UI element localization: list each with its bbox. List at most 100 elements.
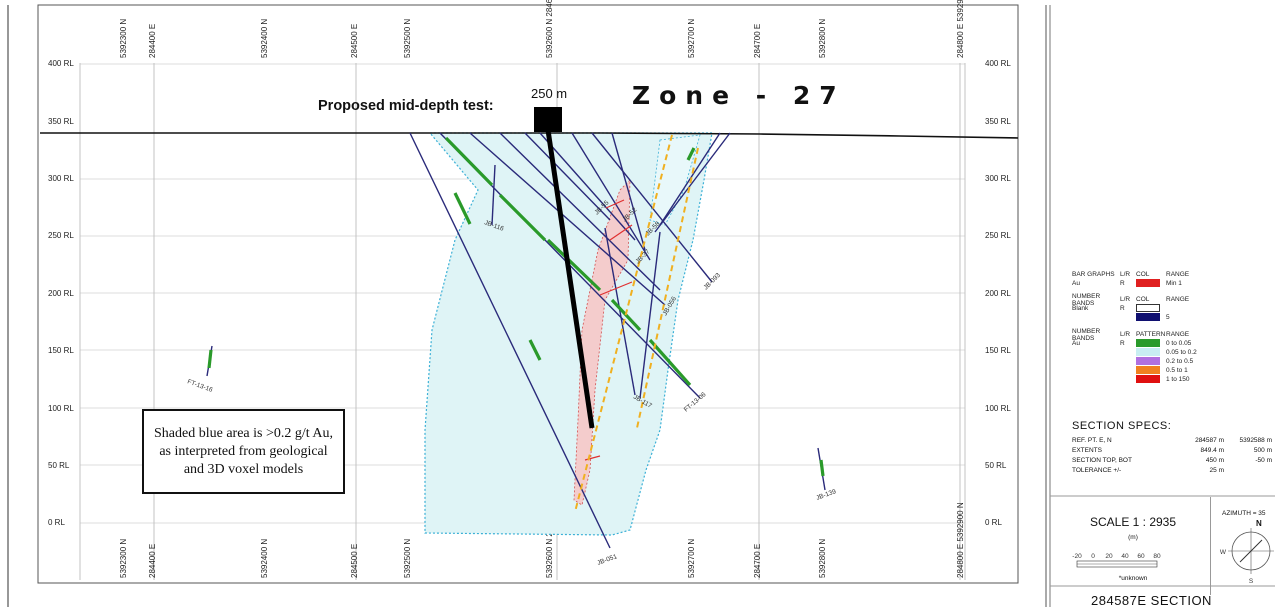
specs-title: SECTION SPECS: — [1072, 420, 1172, 432]
legend-au-band: 0.5 to 1 — [1072, 365, 1275, 375]
legend-h3: PATTERN — [1136, 331, 1166, 338]
grid-label-top: 5392600 N 284600 E — [545, 0, 554, 58]
spec-key: REF. PT. E, N — [1072, 436, 1112, 444]
legend-au-header: NUMBER BANDS L/R PATTERN RANGE — [1072, 327, 1275, 342]
grid-label-bottom: 5392300 N — [119, 539, 128, 578]
legend-band-range: 0.05 to 0.2 — [1166, 349, 1197, 356]
hole-label: FT-13-06 — [683, 391, 708, 414]
section-specs: SECTION SPECS: REF. PT. E, N 284587 m 5392… — [1072, 420, 1275, 475]
grid-labels-bottom: 5392300 N 284400 E 5392400 N 284500 E 539250… — [119, 502, 965, 578]
legend-h1: NUMBER BANDS — [1072, 292, 1101, 307]
proposed-drill-trace — [545, 129, 595, 429]
legend-item: Blank — [1072, 305, 1089, 312]
callout-text: Shaded blue area is >0.2 g/t Au, as inte… — [154, 425, 333, 477]
spec-value: 500 m — [1253, 446, 1272, 454]
scale-bar: -20 0 20 40 60 80 — [1072, 553, 1161, 568]
section-name: 284587E SECTION — [1091, 593, 1212, 608]
legend-lr: R — [1120, 340, 1125, 347]
azimuth-label: AZIMUTH = 35 — [1222, 510, 1266, 517]
legend-h4: RANGE — [1166, 331, 1190, 338]
intercept-ticks — [584, 199, 633, 461]
spec-row: TOLERANCE +/- 25 m — [1072, 465, 1275, 475]
rl-label-left: 0 RL — [48, 518, 65, 527]
legend-bar-header: BAR GRAPHS L/R COL RANGE — [1072, 270, 1275, 279]
grid-label-top: 284400 E — [148, 24, 157, 58]
grid-label-top: 5392500 N — [403, 19, 412, 58]
scale-unit: (m) — [1128, 534, 1138, 541]
legend-h4: RANGE — [1166, 271, 1190, 278]
legend-au-bands: Au R 0 to 0.05 0.05 to 0.2 0.2 to 0.5 0.5 to … — [1072, 338, 1275, 384]
scale-tick-label: -20 — [1072, 553, 1082, 560]
grid-label-top: 5392800 N — [818, 19, 827, 58]
topography-line — [40, 132, 1019, 139]
spec-row: EXTENTS 849.4 m 500 m — [1072, 445, 1275, 455]
legend-band-swatch — [1136, 356, 1160, 365]
legend-h2: L/R — [1120, 296, 1131, 303]
legend-h2: L/R — [1120, 271, 1131, 278]
grid-label-bottom: 284500 E — [350, 544, 359, 578]
rl-label-right: 300 RL — [985, 174, 1011, 183]
rl-label-right: 250 RL — [985, 231, 1011, 240]
rl-label-right: 350 RL — [985, 117, 1011, 126]
scale-tick-label: 40 — [1121, 553, 1129, 560]
north-label: N — [1256, 519, 1262, 528]
legend-band-swatch — [1136, 347, 1160, 356]
grid-label-bottom: 284800 E 5392900 N — [956, 502, 965, 578]
grid-label-top: 5392700 N — [687, 19, 696, 58]
scale-panel: SCALE 1 : 2935 (m) *unknown — [1058, 497, 1211, 595]
scale-note: *unknown — [1118, 575, 1148, 582]
rl-label-left: 50 RL — [48, 461, 70, 470]
rl-label-left: 150 RL — [48, 346, 74, 355]
hole-label: FT-13-16 — [186, 378, 214, 394]
grid-label-top: 5392400 N — [260, 19, 269, 58]
rl-label-right: 100 RL — [985, 404, 1011, 413]
legend-h1: BAR GRAPHS — [1072, 271, 1115, 278]
rl-label-left: 200 RL — [48, 289, 74, 298]
scale-tick-label: 20 — [1105, 553, 1113, 560]
legend-band-range: 0 to 0.05 — [1166, 340, 1192, 347]
hole-label: JB-051 — [596, 553, 618, 567]
rl-label-left: 400 RL — [48, 59, 74, 68]
spec-key: TOLERANCE +/- — [1072, 466, 1122, 474]
grid-label-top: 5392300 N — [119, 19, 128, 58]
proposed-collar — [534, 107, 562, 132]
spec-value: 450 m — [1205, 456, 1224, 464]
rl-label-left: 350 RL — [48, 117, 74, 126]
rl-label-left: 100 RL — [48, 404, 74, 413]
legend-h3: COL — [1136, 296, 1150, 303]
grid-label-top: 284500 E — [350, 24, 359, 58]
hole-label: JB-139 — [815, 488, 837, 502]
proposed-depth-label: 250 m — [531, 86, 568, 101]
legend-item: Au — [1072, 340, 1080, 347]
rl-label-right: 400 RL — [985, 59, 1011, 68]
legend-h3: COL — [1136, 271, 1150, 278]
grid-label-top: 284700 E — [753, 24, 762, 58]
legend-blank-header: NUMBER BANDS L/R COL RANGE — [1072, 292, 1275, 307]
rl-label-right: 150 RL — [985, 346, 1011, 355]
zone-title: Zone - 27 — [632, 81, 846, 110]
rl-label-left: 300 RL — [48, 174, 74, 183]
scale-title: SCALE 1 : 2935 — [1089, 515, 1177, 529]
legend-au-band: Au R 0 to 0.05 — [1072, 338, 1275, 348]
scale-tick-label: 60 — [1137, 553, 1145, 560]
legend-h2: L/R — [1120, 331, 1131, 338]
grid-label-bottom: 284400 E — [148, 544, 157, 578]
legend-lr: R — [1120, 305, 1125, 312]
legend-au-band: 1 to 150 — [1072, 374, 1275, 384]
legend-band-range: 0.2 to 0.5 — [1166, 358, 1194, 365]
rl-label-right: 200 RL — [985, 289, 1011, 298]
spec-key: SECTION TOP, BOT — [1072, 456, 1132, 464]
grid-label-bottom: 5392400 N — [260, 539, 269, 578]
proposed-test-label: Proposed mid-depth test: — [318, 98, 494, 114]
rl-axis-left: 400 RL 350 RL 300 RL 250 RL 200 RL 150 RL 100 … — [48, 59, 74, 527]
legend-h1: NUMBER BANDS — [1072, 327, 1101, 342]
legend-h4: RANGE — [1166, 296, 1190, 303]
interpretation-callout: Shaded blue area is >0.2 g/t Au, as inte… — [142, 409, 345, 494]
legend-band-swatch — [1136, 338, 1160, 347]
legend: BAR GRAPHS L/R COL RANGE Au R Min 1 NUMB… — [1072, 270, 1275, 384]
legend-band-swatch — [1136, 374, 1160, 383]
rl-label-right: 50 RL — [985, 461, 1007, 470]
rl-label-right: 0 RL — [985, 518, 1002, 527]
legend-band-swatch — [1136, 365, 1160, 374]
